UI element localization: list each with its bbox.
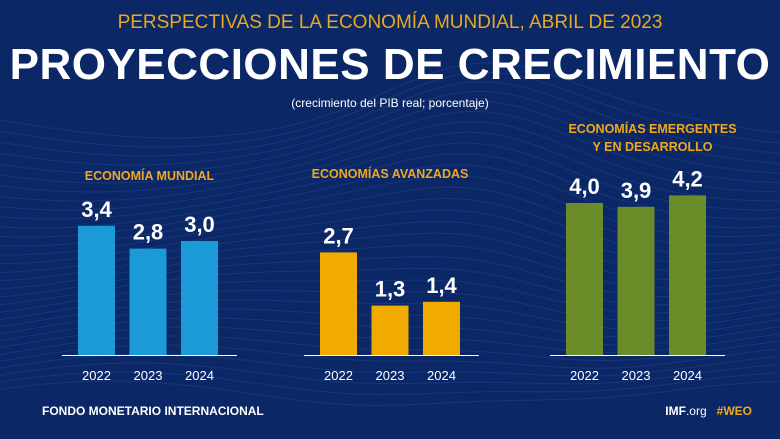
bar-2022 <box>566 203 603 355</box>
x-tick-label: 2023 <box>622 368 651 383</box>
site-rest: .org <box>685 404 707 418</box>
x-tick-label: 2023 <box>376 368 405 383</box>
data-label: 3,4 <box>81 197 112 222</box>
x-tick-label: 2022 <box>570 368 599 383</box>
bar-2024 <box>181 241 218 355</box>
bar-2023 <box>371 305 409 355</box>
wave-line <box>0 81 780 157</box>
site-bold: IMF <box>665 404 686 418</box>
data-label: 1,3 <box>375 277 406 302</box>
bar-2024 <box>423 301 460 355</box>
subtitle: (crecimiento del PIB real; porcentaje) <box>291 96 489 110</box>
footer-org: FONDO MONETARIO INTERNACIONAL <box>42 404 264 418</box>
wave-line <box>0 110 780 184</box>
panel-title-emerging-line1: ECONOMÍAS EMERGENTES <box>568 122 737 136</box>
panel-title-emerging: ECONOMÍAS EMERGENTES Y EN DESARROLLO <box>540 120 765 156</box>
footer-links: IMF.org #WEO <box>665 404 752 418</box>
wave-line <box>0 131 780 202</box>
data-label: 2,7 <box>323 223 354 248</box>
data-label: 3,0 <box>184 212 215 237</box>
panel-title-advanced: ECONOMÍAS AVANZADAS <box>311 167 469 181</box>
data-label: 3,9 <box>621 178 652 203</box>
x-tick-label: 2024 <box>673 368 702 383</box>
x-tick-label: 2024 <box>427 368 456 383</box>
data-label: 4,2 <box>672 166 703 191</box>
x-tick-label: 2022 <box>82 368 111 383</box>
wave-line <box>0 142 780 211</box>
wave-line <box>0 62 780 139</box>
wave-line <box>0 100 780 175</box>
data-label: 2,8 <box>133 220 164 245</box>
wave-line <box>0 362 780 385</box>
x-tick-label: 2022 <box>324 368 353 383</box>
wave-line <box>0 380 780 406</box>
panel-title-world: ECONOMÍA MUNDIAL <box>84 169 215 183</box>
hashtag: #WEO <box>716 404 752 418</box>
bar-2023 <box>617 206 655 355</box>
x-tick-label: 2024 <box>185 368 214 383</box>
bar-2024 <box>669 195 706 355</box>
bar-2023 <box>129 248 167 355</box>
wave-line <box>0 90 780 166</box>
wave-line <box>0 71 780 148</box>
supertitle: PERSPECTIVAS DE LA ECONOMÍA MUNDIAL, ABR… <box>117 12 663 33</box>
bar-2022 <box>320 252 357 355</box>
panel-title-emerging-line2: Y EN DESARROLLO <box>592 140 713 154</box>
data-label: 4,0 <box>569 174 600 199</box>
data-label: 1,4 <box>426 273 457 298</box>
x-tick-label: 2023 <box>134 368 163 383</box>
page-title: PROYECCIONES DE CRECIMIENTO <box>9 40 771 89</box>
wave-line <box>0 371 780 396</box>
bar-2022 <box>78 225 115 355</box>
wave-line <box>0 121 780 193</box>
